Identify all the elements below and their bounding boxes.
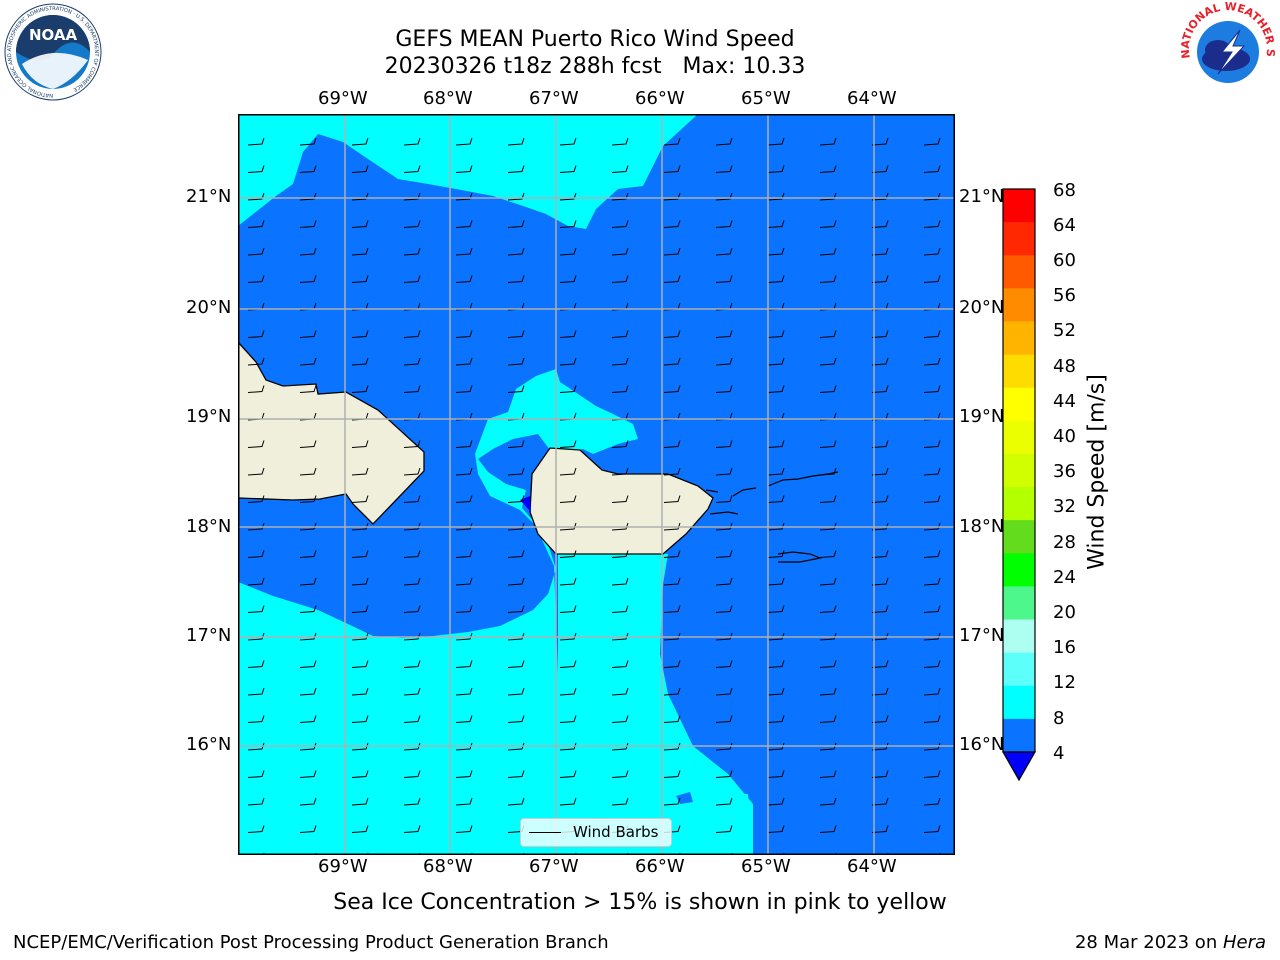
noaa-logo-text: NOAA: [29, 26, 78, 44]
colorbar-swatch: [1003, 652, 1035, 687]
colorbar-tick-36: 36: [1053, 461, 1076, 482]
colorbar-tick-64: 64: [1053, 215, 1076, 236]
colorbar-swatch: [1003, 553, 1035, 587]
colorbar-swatch: [1003, 453, 1035, 488]
chart-subtitle: 20230326 t18z 288h fcst Max: 10.33: [384, 54, 806, 79]
lat-label-right-20n: 20°N: [959, 297, 1005, 318]
lat-label-right-21n: 21°N: [959, 186, 1005, 207]
footer-date: 28 Mar 2023 on Hera: [1075, 932, 1266, 953]
lat-label-right-17n: 17°N: [959, 625, 1005, 646]
colorbar-tick-8: 8: [1053, 708, 1065, 729]
wind-speed-map: [238, 114, 955, 855]
colorbar-swatch: [1003, 288, 1035, 322]
lat-label-right-16n: 16°N: [959, 734, 1005, 755]
footer-machine: Hera: [1222, 932, 1266, 953]
land-hispaniola: [239, 342, 425, 525]
contour-south: [239, 369, 753, 854]
legend-line-swatch: [529, 832, 561, 833]
colorbar-tick-60: 60: [1053, 250, 1076, 271]
nws-logo: NATIONAL WEATHER SERVICE: [1178, 2, 1277, 99]
lat-label-left-20n: 20°N: [186, 297, 232, 318]
colorbar-swatch: [1003, 586, 1035, 621]
colorbar-swatch: [1003, 685, 1035, 720]
lon-label-top-64w: 64°W: [847, 88, 897, 109]
colorbar-swatch: [1003, 520, 1035, 554]
colorbar-tick-12: 12: [1053, 672, 1076, 693]
lon-label-top-65w: 65°W: [741, 88, 791, 109]
lon-label-bottom-68w: 68°W: [423, 856, 473, 877]
lat-label-left-21n: 21°N: [186, 186, 232, 207]
colorbar-under-arrow: [1001, 751, 1037, 782]
lon-label-bottom-65w: 65°W: [741, 856, 791, 877]
colorbar-tick-44: 44: [1053, 391, 1076, 412]
colorbar-swatch: [1003, 420, 1035, 455]
footer-date-text: 28 Mar 2023 on: [1074, 932, 1223, 953]
colorbar-tick-48: 48: [1053, 356, 1076, 377]
colorbar-tick-40: 40: [1053, 426, 1076, 447]
lon-label-bottom-64w: 64°W: [847, 856, 897, 877]
lat-label-left-18n: 18°N: [186, 516, 232, 537]
lat-label-left-17n: 17°N: [186, 625, 232, 646]
colorbar-tick-52: 52: [1053, 320, 1076, 341]
lon-label-top-67w: 67°W: [529, 88, 579, 109]
lat-label-left-16n: 16°N: [186, 734, 232, 755]
sea-ice-caption: Sea Ice Concentration > 15% is shown in …: [333, 890, 947, 915]
colorbar-swatch: [1003, 487, 1035, 521]
colorbar-swatch: [1003, 222, 1035, 256]
footer-branch: NCEP/EMC/Verification Post Processing Pr…: [13, 932, 609, 953]
lon-label-top-66w: 66°W: [635, 88, 685, 109]
legend: Wind Barbs: [520, 818, 672, 847]
colorbar-swatch: [1003, 718, 1035, 753]
lat-label-left-19n: 19°N: [186, 406, 232, 427]
colorbar: [1001, 188, 1037, 782]
colorbar-tick-28: 28: [1053, 532, 1076, 553]
colorbar-swatch: [1003, 189, 1035, 223]
lon-label-bottom-69w: 69°W: [318, 856, 368, 877]
coastline-virgin-islands: [705, 471, 839, 563]
colorbar-label: Wind Speed [m/s]: [1084, 374, 1110, 570]
colorbar-tick-56: 56: [1053, 285, 1076, 306]
lon-label-bottom-67w: 67°W: [529, 856, 579, 877]
colorbar-tick-4: 4: [1053, 743, 1065, 764]
colorbar-swatch: [1003, 321, 1035, 356]
lon-label-top-69w: 69°W: [318, 88, 368, 109]
legend-label: Wind Barbs: [573, 823, 659, 841]
lat-label-right-19n: 19°N: [959, 406, 1005, 427]
noaa-logo: NATIONAL OCEANIC AND ATMOSPHERIC ADMINIS…: [4, 3, 102, 101]
colorbar-tick-24: 24: [1053, 567, 1076, 588]
colorbar-swatch: [1003, 255, 1035, 289]
chart-title: GEFS MEAN Puerto Rico Wind Speed: [395, 27, 795, 52]
lon-label-top-68w: 68°W: [423, 88, 473, 109]
lon-label-bottom-66w: 66°W: [635, 856, 685, 877]
graticule: [238, 114, 955, 855]
lat-label-right-18n: 18°N: [959, 516, 1005, 537]
colorbar-tick-16: 16: [1053, 637, 1076, 658]
colorbar-swatch: [1003, 387, 1035, 422]
colorbar-swatch: [1003, 619, 1035, 654]
colorbar-tick-68: 68: [1053, 180, 1076, 201]
colorbar-tick-20: 20: [1053, 602, 1076, 623]
colorbar-tick-32: 32: [1053, 496, 1076, 517]
colorbar-swatch: [1003, 354, 1035, 389]
contour-south-east: [558, 534, 753, 854]
